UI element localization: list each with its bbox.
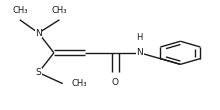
- Text: O: O: [112, 78, 119, 87]
- Text: N: N: [136, 48, 143, 57]
- Text: H: H: [137, 33, 143, 42]
- Text: S: S: [36, 68, 41, 77]
- Text: N: N: [35, 28, 42, 38]
- Text: CH₃: CH₃: [52, 6, 67, 15]
- Text: CH₃: CH₃: [12, 6, 28, 15]
- Text: CH₃: CH₃: [72, 79, 87, 88]
